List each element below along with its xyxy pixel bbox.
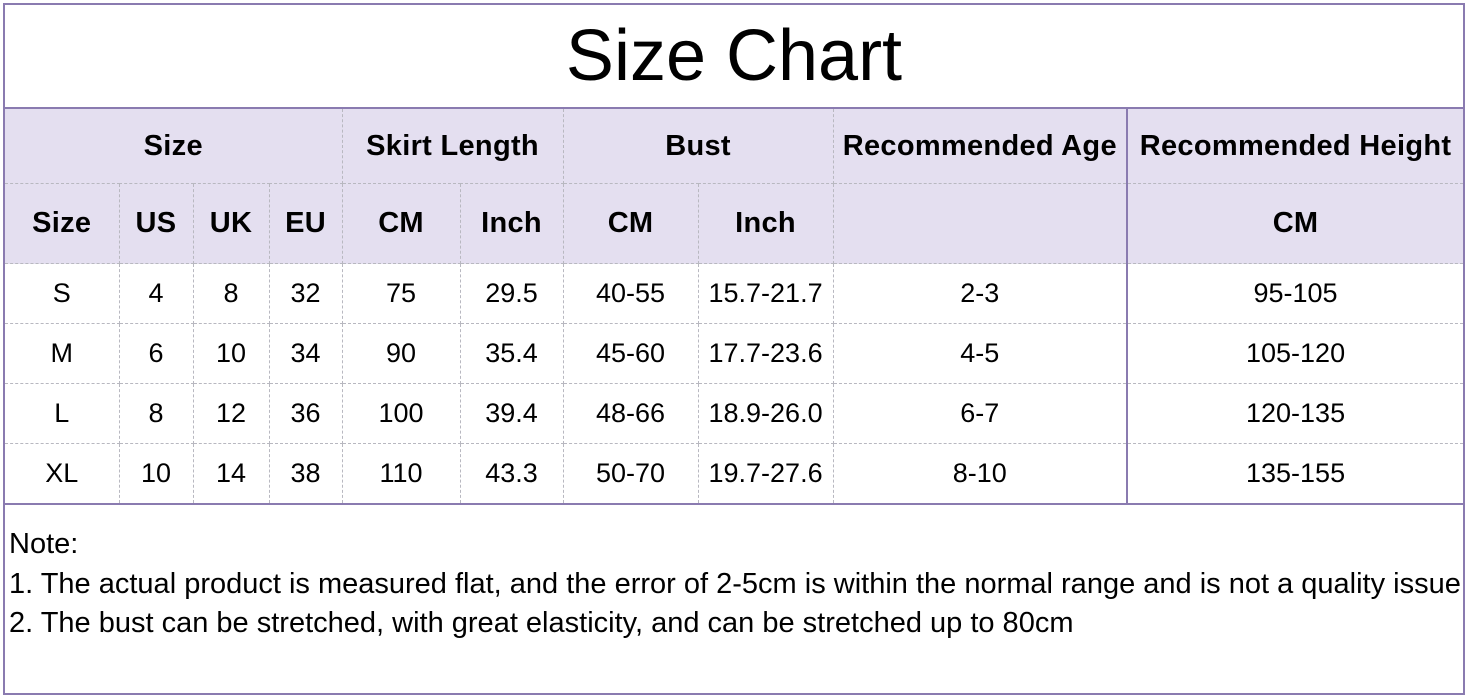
table-cell: 32 bbox=[268, 263, 343, 324]
table-cell: 40-55 bbox=[562, 263, 699, 324]
table-cell: M bbox=[5, 323, 120, 384]
sub-header bbox=[832, 183, 1128, 264]
table-cell: 10 bbox=[118, 443, 194, 505]
table-cell: 4-5 bbox=[832, 323, 1128, 384]
table-cell: 110 bbox=[341, 443, 461, 505]
table-row: XL 10 14 38 110 43.3 50-70 19.7-27.6 8-10 135-155 bbox=[5, 443, 1464, 505]
note-1: 1. The actual product is measured flat, … bbox=[9, 567, 1461, 600]
table-row: S 4 8 32 75 29.5 40-55 15.7-21.7 2-3 95-105 bbox=[5, 263, 1464, 324]
table-cell: 50-70 bbox=[562, 443, 699, 505]
sub-header: EU bbox=[268, 183, 343, 264]
sub-header: CM bbox=[562, 183, 699, 264]
table-cell: 8 bbox=[118, 383, 194, 444]
table-cell: 6 bbox=[118, 323, 194, 384]
table-cell: 14 bbox=[192, 443, 270, 505]
table-cell: 6-7 bbox=[832, 383, 1128, 444]
header-recommended-height: Recommended Height bbox=[1126, 109, 1464, 184]
sub-header-row: Size US UK EU CM Inch CM Inch CM bbox=[5, 183, 1464, 264]
table-row: M 6 10 34 90 35.4 45-60 17.7-23.6 4-5 105-120 bbox=[5, 323, 1464, 384]
sub-header: US bbox=[118, 183, 194, 264]
table-cell: 105-120 bbox=[1126, 323, 1464, 384]
table-cell: 39.4 bbox=[459, 383, 564, 444]
table-cell: 43.3 bbox=[459, 443, 564, 505]
table-cell: XL bbox=[5, 443, 120, 505]
header-size: Size bbox=[5, 109, 343, 184]
note-2: 2. The bust can be stretched, with great… bbox=[9, 607, 1074, 639]
table-cell: 8 bbox=[192, 263, 270, 324]
notes: Note: 1. The actual product is measured … bbox=[5, 505, 1463, 644]
table-cell: 38 bbox=[268, 443, 343, 505]
table-cell: 75 bbox=[341, 263, 461, 324]
sub-header: CM bbox=[1126, 183, 1464, 264]
table-cell: 34 bbox=[268, 323, 343, 384]
table-cell: 8-10 bbox=[832, 443, 1128, 505]
size-chart: Size Chart Size Skirt Length Bust Recomm… bbox=[3, 3, 1465, 695]
table-cell: L bbox=[5, 383, 120, 444]
table-cell: S bbox=[5, 263, 120, 324]
table-cell: 35.4 bbox=[459, 323, 564, 384]
table-cell: 135-155 bbox=[1126, 443, 1464, 505]
sub-header: CM bbox=[341, 183, 461, 264]
note-heading: Note: bbox=[9, 528, 79, 560]
table-cell: 2-3 bbox=[832, 263, 1128, 324]
table-cell: 29.5 bbox=[459, 263, 564, 324]
table-cell: 48-66 bbox=[562, 383, 699, 444]
table-cell: 100 bbox=[341, 383, 461, 444]
table-row: L 8 12 36 100 39.4 48-66 18.9-26.0 6-7 120-135 bbox=[5, 383, 1464, 444]
header-skirt-length: Skirt Length bbox=[341, 109, 564, 184]
table-cell: 17.7-23.6 bbox=[697, 323, 834, 384]
size-table: Size Skirt Length Bust Recommended Age R… bbox=[5, 109, 1464, 505]
table-cell: 18.9-26.0 bbox=[697, 383, 834, 444]
table-cell: 12 bbox=[192, 383, 270, 444]
header-recommended-age: Recommended Age bbox=[832, 109, 1128, 184]
sub-header: UK bbox=[192, 183, 270, 264]
table-cell: 45-60 bbox=[562, 323, 699, 384]
table-cell: 10 bbox=[192, 323, 270, 384]
table-cell: 120-135 bbox=[1126, 383, 1464, 444]
table-cell: 19.7-27.6 bbox=[697, 443, 834, 505]
table-cell: 15.7-21.7 bbox=[697, 263, 834, 324]
table-cell: 36 bbox=[268, 383, 343, 444]
table-cell: 90 bbox=[341, 323, 461, 384]
table-cell: 4 bbox=[118, 263, 194, 324]
header-group-row: Size Skirt Length Bust Recommended Age R… bbox=[5, 109, 1464, 184]
header-bust: Bust bbox=[562, 109, 834, 184]
sub-header: Size bbox=[5, 183, 120, 264]
sub-header: Inch bbox=[459, 183, 564, 264]
table-cell: 95-105 bbox=[1126, 263, 1464, 324]
page-title: Size Chart bbox=[5, 5, 1463, 109]
sub-header: Inch bbox=[697, 183, 834, 264]
